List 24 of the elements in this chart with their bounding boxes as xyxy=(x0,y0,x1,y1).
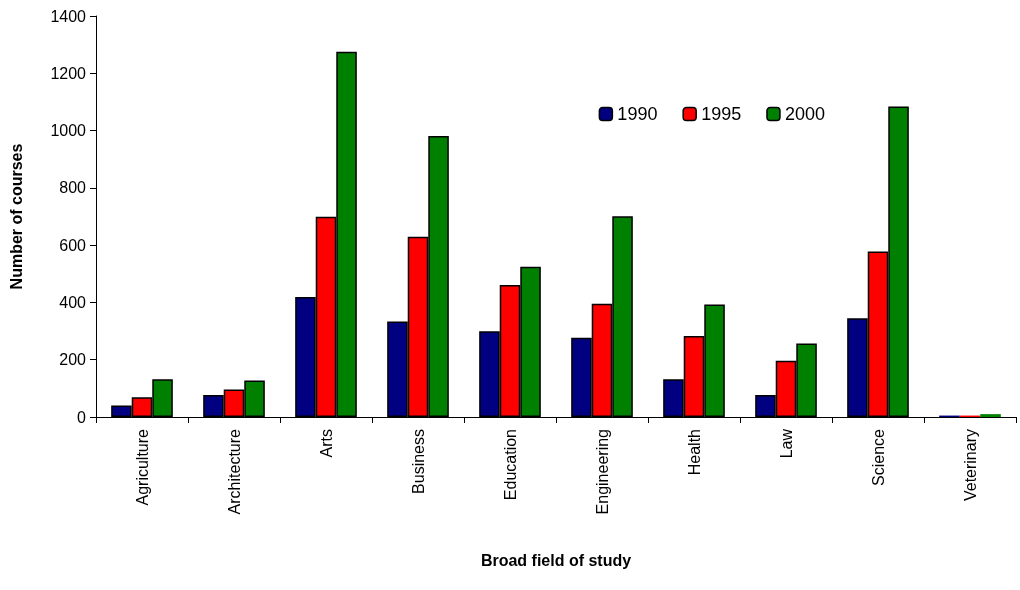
y-tick-label: 1000 xyxy=(50,122,87,140)
y-tick-label: 800 xyxy=(59,179,87,197)
x-tick-label: Veterinary xyxy=(961,429,979,502)
y-tick-label: 1400 xyxy=(50,7,87,25)
y-tick-label: 1200 xyxy=(50,64,87,82)
x-tick-label: Business xyxy=(409,429,427,494)
y-tick-label: 600 xyxy=(59,236,87,254)
x-tick-label: Arts xyxy=(317,429,335,458)
x-tick-label: Law xyxy=(777,428,795,459)
bar xyxy=(980,414,1001,417)
x-tick-label: Science xyxy=(869,428,887,486)
legend-label: 1995 xyxy=(701,104,742,124)
y-tick-label: 200 xyxy=(59,351,87,369)
y-tick-label: 400 xyxy=(59,293,87,311)
x-tick-label: Agriculture xyxy=(133,428,151,506)
x-axis-title: Broad field of study xyxy=(480,551,632,569)
legend-label: 1990 xyxy=(617,104,658,124)
x-tick-label: Engineering xyxy=(593,429,611,515)
y-tick-label: 0 xyxy=(77,408,87,426)
legend-label: 2000 xyxy=(784,104,825,124)
x-tick-label: Education xyxy=(501,429,519,501)
y-axis-title: Number of courses xyxy=(7,143,25,290)
x-tick-label: Health xyxy=(685,429,703,476)
x-tick-label: Architecture xyxy=(225,428,243,515)
